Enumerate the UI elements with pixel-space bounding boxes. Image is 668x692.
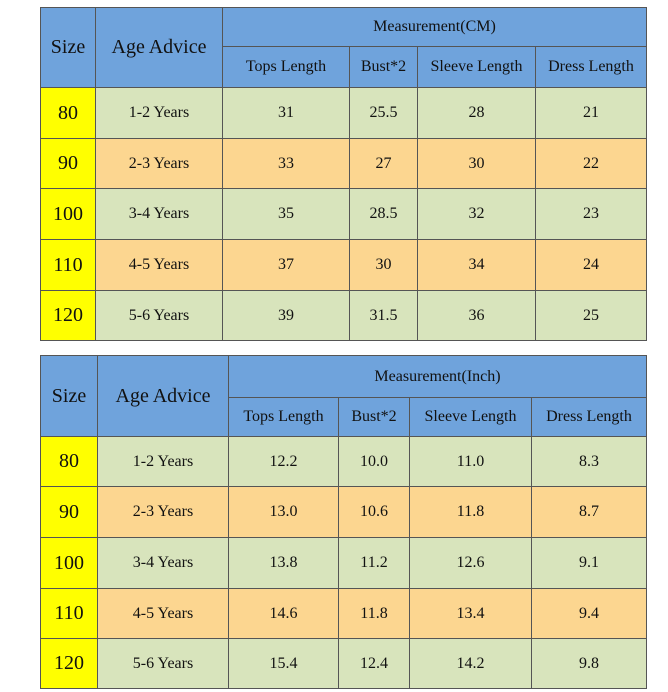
table-cell: 11.8: [409, 486, 532, 538]
size-cell: 120: [40, 290, 96, 341]
table-cell: 30: [417, 138, 536, 189]
table-cell: 13.4: [409, 588, 532, 639]
table-cell: 12.2: [228, 436, 339, 487]
table-cell: 4-5 Years: [97, 588, 229, 639]
size-cell: 110: [40, 588, 98, 639]
table-cell: 34: [417, 239, 536, 291]
table-cell: 9.4: [531, 588, 647, 639]
age-header: Age Advice: [95, 7, 223, 88]
table-cell: 10.6: [338, 486, 410, 538]
table-cell: 3-4 Years: [97, 537, 229, 589]
size-cell: 80: [40, 436, 98, 487]
table-cell: 30: [349, 239, 418, 291]
table-cell: 8.7: [531, 486, 647, 538]
table-cell: 2-3 Years: [97, 486, 229, 538]
column-header: Sleeve Length: [417, 46, 536, 88]
table-cell: 8.3: [531, 436, 647, 487]
table-cell: 9.8: [531, 638, 647, 689]
table-cell: 13.0: [228, 486, 339, 538]
size-header: Size: [40, 355, 98, 437]
table-cell: 25: [535, 290, 647, 341]
table-cell: 1-2 Years: [97, 436, 229, 487]
table-cell: 39: [222, 290, 350, 341]
table-cell: 32: [417, 188, 536, 240]
table-cell: 28.5: [349, 188, 418, 240]
table-cell: 15.4: [228, 638, 339, 689]
size-cell: 90: [40, 138, 96, 189]
size-header: Size: [40, 7, 96, 88]
table-cell: 33: [222, 138, 350, 189]
column-header: Dress Length: [531, 397, 647, 437]
table-cell: 1-2 Years: [95, 87, 223, 139]
size-cell: 90: [40, 486, 98, 538]
table-cell: 27: [349, 138, 418, 189]
table-cell: 28: [417, 87, 536, 139]
table-cell: 24: [535, 239, 647, 291]
measurement-header: Measurement(Inch): [228, 355, 647, 398]
column-header: Tops Length: [228, 397, 339, 437]
column-header: Bust*2: [349, 46, 418, 88]
table-cell: 10.0: [338, 436, 410, 487]
size-cell: 100: [40, 537, 98, 589]
table-cell: 35: [222, 188, 350, 240]
column-header: Bust*2: [338, 397, 410, 437]
table-cell: 11.2: [338, 537, 410, 589]
age-header: Age Advice: [97, 355, 229, 437]
table-cell: 4-5 Years: [95, 239, 223, 291]
table-cell: 12.4: [338, 638, 410, 689]
column-header: Dress Length: [535, 46, 647, 88]
table-cell: 23: [535, 188, 647, 240]
table-cell: 3-4 Years: [95, 188, 223, 240]
table-cell: 36: [417, 290, 536, 341]
table-cell: 14.6: [228, 588, 339, 639]
table-cell: 2-3 Years: [95, 138, 223, 189]
table-cell: 22: [535, 138, 647, 189]
table-cell: 14.2: [409, 638, 532, 689]
table-cell: 5-6 Years: [97, 638, 229, 689]
table-cell: 11.0: [409, 436, 532, 487]
size-cell: 100: [40, 188, 96, 240]
column-header: Tops Length: [222, 46, 350, 88]
table-cell: 37: [222, 239, 350, 291]
column-header: Sleeve Length: [409, 397, 532, 437]
table-cell: 13.8: [228, 537, 339, 589]
table-cell: 11.8: [338, 588, 410, 639]
size-cell: 120: [40, 638, 98, 689]
table-cell: 5-6 Years: [95, 290, 223, 341]
table-cell: 21: [535, 87, 647, 139]
table-cell: 9.1: [531, 537, 647, 589]
size-cell: 110: [40, 239, 96, 291]
table-cell: 12.6: [409, 537, 532, 589]
size-cell: 80: [40, 87, 96, 139]
measurement-header: Measurement(CM): [222, 7, 647, 47]
table-cell: 31.5: [349, 290, 418, 341]
table-cell: 25.5: [349, 87, 418, 139]
table-cell: 31: [222, 87, 350, 139]
